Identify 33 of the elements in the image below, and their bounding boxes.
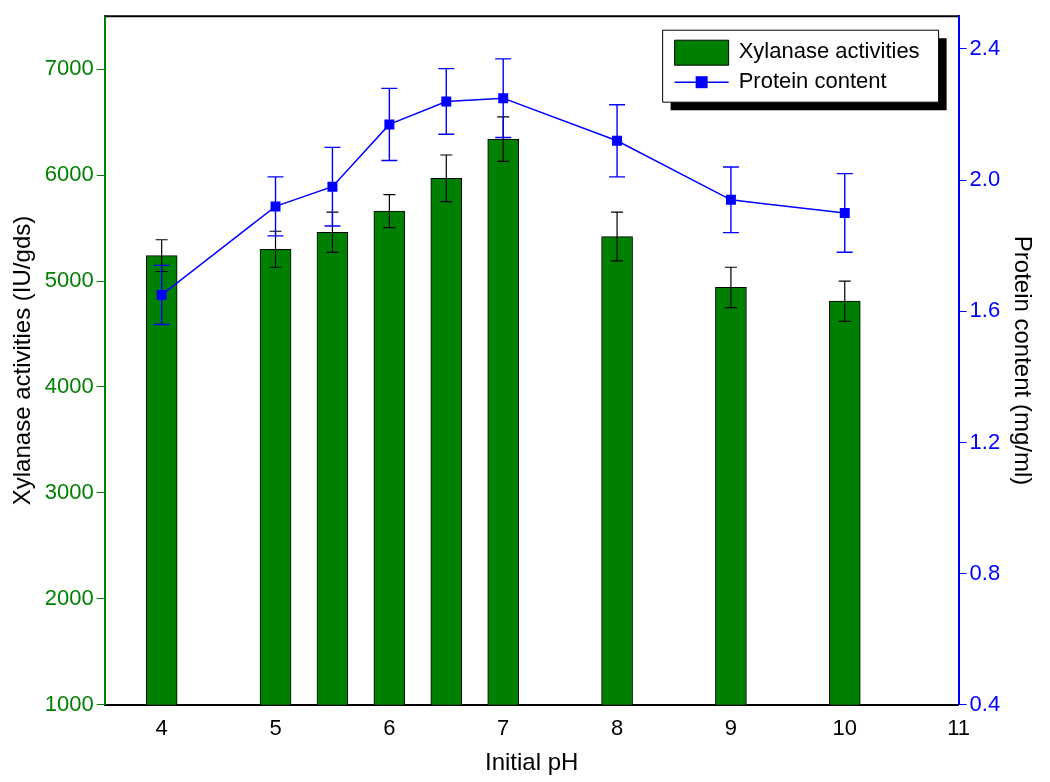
x-tick-label: 7: [497, 715, 510, 741]
x-tick-label: 11: [947, 715, 971, 741]
x-tick-label: 5: [269, 715, 282, 741]
y2-tick-label: 0.4: [969, 690, 1001, 716]
y-tick-label: 7000: [44, 55, 94, 81]
x-tick-label: 9: [724, 715, 738, 741]
y2-tick-label: 0.8: [969, 559, 1001, 585]
x-tick-label: 10: [832, 715, 858, 741]
y2-tick-label: 2.4: [969, 35, 1001, 61]
point: [839, 207, 850, 218]
point: [327, 181, 338, 192]
x-tick-label: 8: [610, 715, 624, 741]
y-tick-label: 1000: [44, 690, 94, 716]
y2-tick-label: 2.0: [969, 166, 1001, 192]
x-tick-label: 6: [383, 715, 396, 741]
point: [384, 119, 395, 130]
y-tick-label: 6000: [44, 161, 94, 187]
y-tick-label: 3000: [44, 478, 94, 504]
x-axis-title: Initial pH: [484, 748, 579, 776]
point: [498, 93, 509, 104]
y2-axis-title: Protein content (mg/ml): [1009, 235, 1037, 486]
legend-label: Xylanase activities: [738, 38, 920, 64]
y-tick-label: 2000: [44, 584, 94, 610]
point: [156, 289, 167, 300]
y2-tick-label: 1.2: [969, 428, 1001, 454]
y-tick-label: 4000: [44, 373, 94, 399]
y-axis-title: Xylanase activities (IU/gds): [8, 215, 36, 506]
x-tick-label: 4: [155, 715, 168, 741]
point: [441, 96, 452, 107]
legend-label: Protein content: [738, 68, 887, 94]
point: [270, 201, 281, 212]
y-tick-label: 5000: [44, 267, 94, 293]
y2-tick-label: 1.6: [969, 297, 1001, 323]
